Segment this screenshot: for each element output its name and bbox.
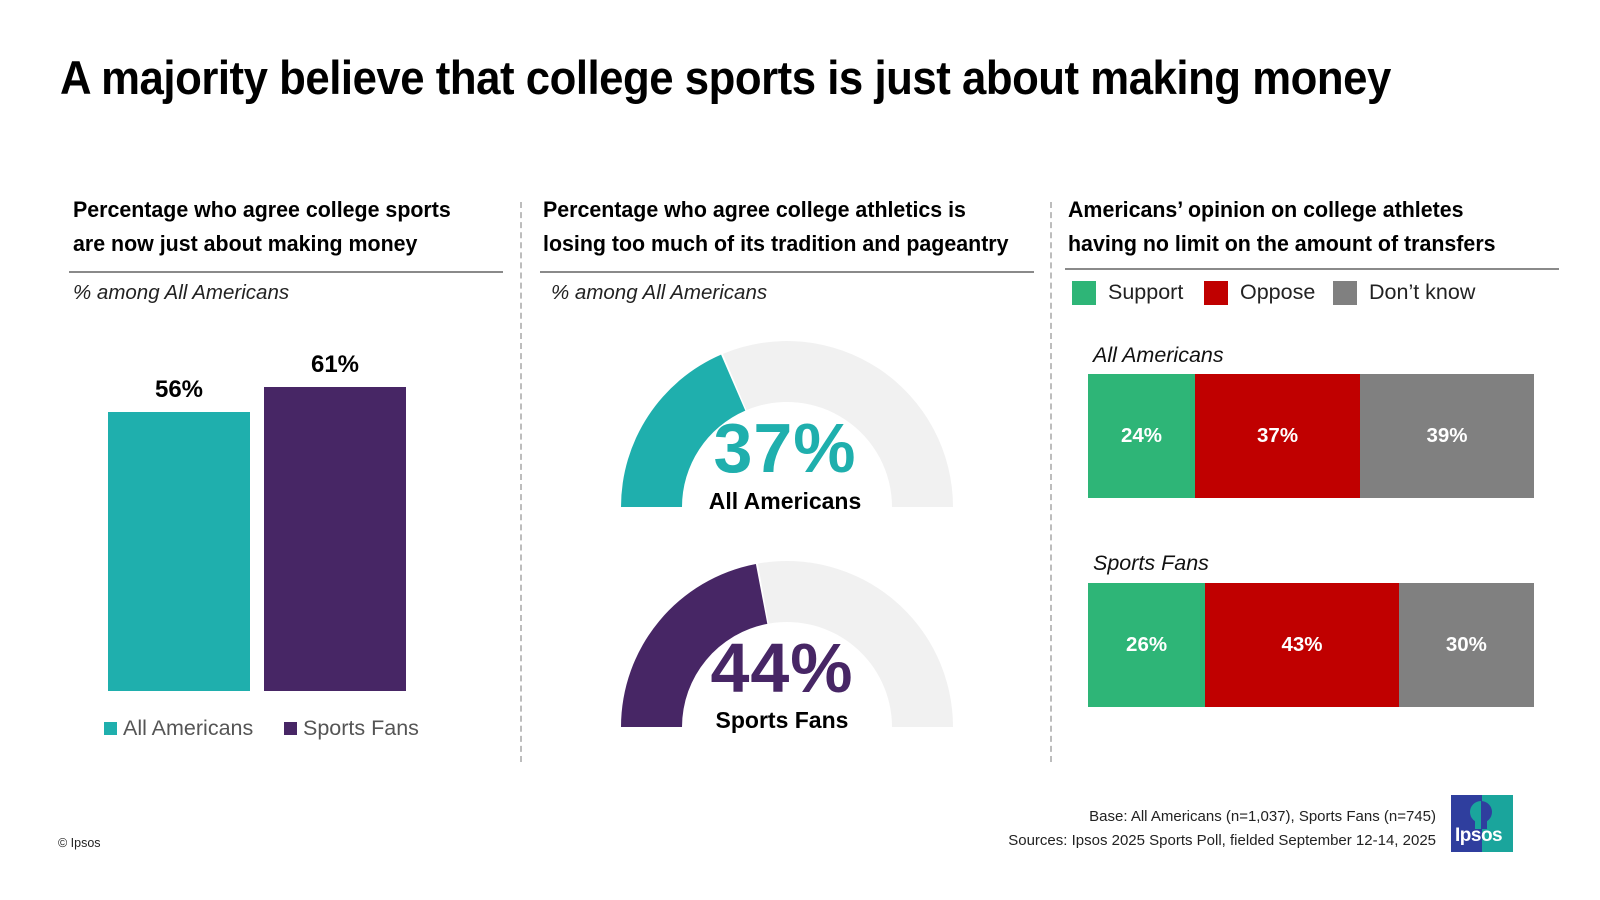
panel-2-title-line-2: losing too much of its tradition and pag…: [543, 231, 1009, 256]
panel-2-subtitle: % among All Americans: [551, 281, 768, 304]
gauge-track-all-americans: [722, 341, 953, 507]
gauge-value-sports-fans: 44%: [710, 629, 854, 707]
panel-1-title-line-1: Percentage who agree college sports: [73, 197, 451, 222]
bar-value-label-all-americans: 56%: [154, 376, 204, 404]
segment-support-all-americans: 24%: [1088, 374, 1196, 498]
segment-dont-know-sports-fans: 30%: [1398, 583, 1534, 707]
copyright: © Ipsos: [58, 836, 101, 850]
gauge-value-all-americans: 37%: [713, 409, 857, 487]
panel-2-title-line-1: Percentage who agree college athletics i…: [543, 197, 966, 222]
legend-item-dont-know: Don’t know: [1333, 280, 1475, 305]
page-title: A majority believe that college sports i…: [60, 51, 1391, 104]
segment-dont-know-all-americans: 39%: [1360, 374, 1534, 498]
panel-divider-2: [1050, 202, 1052, 762]
gauge-label-all-americans: All Americans: [708, 488, 862, 514]
panel-1-rule: [69, 271, 503, 273]
stacked-bar-all-americans: 24% 37% 39%: [1088, 374, 1534, 498]
legend-label-sports-fans: Sports Fans: [303, 716, 419, 740]
ipsos-logo: Ipsos: [1451, 795, 1513, 852]
segment-oppose-all-americans: 37%: [1195, 374, 1361, 498]
legend-label-oppose: Oppose: [1240, 280, 1316, 304]
panel-divider-1: [520, 202, 522, 762]
logo-head-icon: [1470, 801, 1492, 823]
gauge-track-sports-fans: [757, 561, 953, 727]
legend-item-sports-fans: Sports Fans: [284, 716, 419, 741]
footer-base: Base: All Americans (n=1,037), Sports Fa…: [1089, 808, 1436, 825]
gauge-all-americans: [621, 341, 953, 507]
logo-neck-icon: [1475, 819, 1487, 829]
bar-sports-fans: [264, 387, 406, 691]
panel-3-rule: [1065, 268, 1559, 270]
segment-oppose-sports-fans: 43%: [1205, 583, 1399, 707]
legend-item-oppose: Oppose: [1204, 280, 1315, 305]
panel-2-rule: [540, 271, 1034, 273]
panel-2-title: Percentage who agree college athletics i…: [543, 193, 1009, 261]
stacked-group-label-sports-fans: Sports Fans: [1093, 551, 1209, 575]
logo-text: Ipsos: [1455, 825, 1503, 846]
legend-swatch-support: [1072, 280, 1096, 305]
legend-label-support: Support: [1108, 280, 1184, 304]
footer-sources: Sources: Ipsos 2025 Sports Poll, fielded…: [1008, 832, 1436, 849]
panel-3-title-line-1: Americans’ opinion on college athletes: [1068, 197, 1464, 222]
gauge-fill-sports-fans: [621, 563, 768, 727]
stacked-bar-sports-fans: 26% 43% 30%: [1088, 583, 1534, 707]
legend-item-all-americans: All Americans: [104, 716, 253, 741]
stacked-group-label-all-americans: All Americans: [1093, 343, 1224, 367]
gauge-fill-all-americans: [621, 354, 746, 507]
legend-label-dont-know: Don’t know: [1369, 280, 1476, 304]
panel-3-title: Americans’ opinion on college athletes h…: [1068, 193, 1496, 261]
legend-swatch-all-americans: [104, 722, 117, 735]
legend-swatch-sports-fans: [284, 722, 297, 735]
panel-3-title-line-2: having no limit on the amount of transfe…: [1068, 231, 1496, 256]
legend-swatch-dont-know: [1333, 280, 1357, 305]
legend-label-all-americans: All Americans: [123, 716, 254, 740]
panel-1-title-line-2: are now just about making money: [73, 231, 418, 256]
panel-1-title: Percentage who agree college sports are …: [73, 193, 451, 261]
legend-item-support: Support: [1072, 280, 1183, 305]
legend-swatch-oppose: [1204, 280, 1228, 305]
bar-all-americans: [108, 412, 250, 691]
gauge-sports-fans: [621, 561, 953, 727]
segment-support-sports-fans: 26%: [1088, 583, 1206, 707]
bar-value-label-sports-fans: 61%: [310, 351, 360, 379]
gauge-label-sports-fans: Sports Fans: [715, 707, 849, 733]
panel-1-subtitle: % among All Americans: [73, 281, 290, 304]
